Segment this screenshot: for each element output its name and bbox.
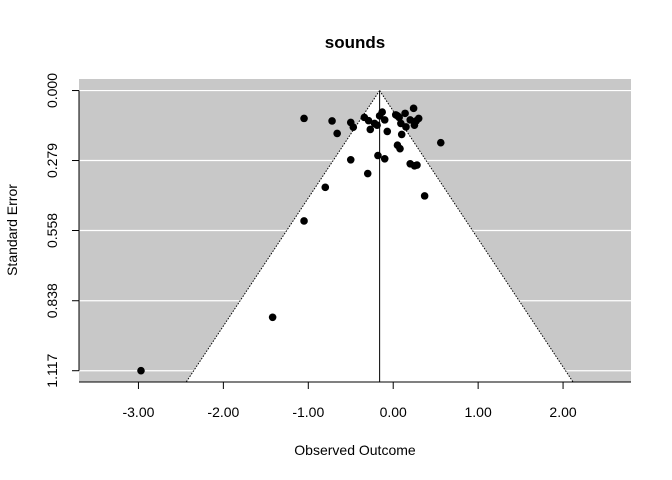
data-point	[402, 123, 410, 131]
data-point	[333, 129, 341, 138]
data-point	[436, 138, 445, 147]
data-point	[395, 113, 403, 122]
y-tick-label: 0.558	[44, 213, 60, 248]
data-point	[383, 127, 392, 136]
data-point	[349, 123, 358, 131]
data-point	[396, 144, 404, 153]
y-tick-label: 1.117	[44, 354, 60, 388]
data-point	[414, 114, 423, 123]
x-tick-label: 1.00	[465, 404, 492, 420]
y-axis-label: Standard Error	[4, 184, 20, 276]
data-point	[380, 116, 389, 124]
chart-title: sounds	[325, 33, 385, 52]
axes-layer: -3.00 -2.00 -1.00 0.00 1.00 2.00 0.000 0.279 0.5…	[44, 73, 631, 420]
data-point	[413, 161, 421, 169]
y-tick-label: 0.000	[44, 73, 60, 108]
data-point	[420, 192, 429, 200]
data-point	[374, 151, 382, 160]
data-point	[137, 366, 145, 375]
x-tick-label: 2.00	[549, 404, 576, 420]
x-axis-label: Observed Outcome	[294, 442, 416, 458]
data-point	[406, 116, 415, 124]
data-point	[401, 109, 409, 118]
data-point	[346, 155, 355, 164]
data-point	[300, 217, 308, 225]
data-point	[300, 114, 308, 123]
data-point	[409, 104, 418, 113]
data-point	[366, 125, 375, 134]
funnel-edge-left	[185, 90, 381, 382]
data-point	[363, 169, 372, 178]
data-point	[268, 313, 277, 322]
x-tick-label: 0.00	[380, 404, 407, 420]
data-point	[373, 121, 381, 129]
y-tick-label: 0.279	[44, 143, 60, 178]
data-point	[328, 117, 336, 125]
data-point	[410, 121, 419, 129]
data-point	[378, 108, 386, 116]
y-tick-label: 0.838	[44, 283, 60, 318]
data-point	[364, 116, 373, 125]
data-point	[380, 154, 389, 163]
data-point	[397, 130, 406, 139]
x-tick-label: -2.00	[207, 404, 239, 420]
funnel-edge-right	[379, 90, 574, 382]
x-tick-label: -3.00	[122, 404, 154, 420]
x-tick-label: -1.00	[292, 404, 324, 420]
points-layer	[137, 104, 445, 375]
data-point	[321, 183, 330, 192]
